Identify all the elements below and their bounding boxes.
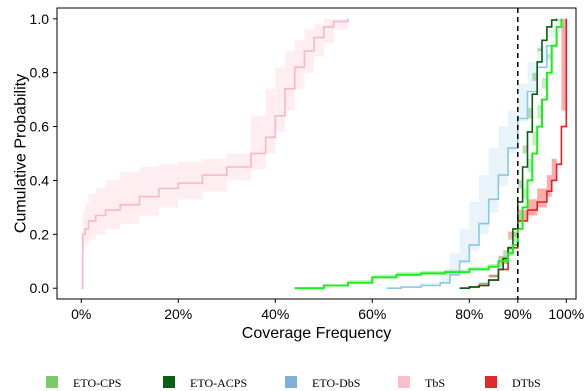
x-axis-label: Coverage Frequency [242, 325, 391, 342]
legend-label-dtbs: DTbS [512, 376, 541, 390]
x-tick-label: 0% [71, 306, 91, 322]
legend-label-eto-dbs: ETO-DbS [312, 376, 360, 390]
y-tick-label: 0.4 [30, 172, 50, 188]
band-eto-dbs [386, 18, 567, 289]
band-tbs [81, 18, 349, 289]
legend-swatch-eto-cps [46, 376, 58, 388]
y-tick-label: 1.0 [30, 11, 50, 27]
legend: ETO-CPS ETO-ACPS ETO-DbS TbS DTbS [46, 376, 541, 390]
x-axis-ticks: 0% 20% 40% 60% 80% 90% 100% [71, 299, 584, 322]
confidence-bands [81, 18, 567, 289]
line-tbs [81, 18, 349, 289]
legend-swatch-eto-acps [163, 376, 175, 388]
legend-label-tbs: TbS [425, 376, 445, 390]
x-tick-label: 90% [504, 306, 532, 322]
y-tick-label: 0.6 [30, 119, 50, 135]
legend-label-eto-cps: ETO-CPS [73, 376, 121, 390]
legend-swatch-tbs [398, 376, 410, 388]
x-tick-label: 40% [261, 306, 289, 322]
x-tick-label: 80% [455, 306, 483, 322]
x-tick-label: 20% [164, 306, 192, 322]
x-tick-label: 60% [358, 306, 386, 322]
plot-frame [56, 7, 577, 300]
band-eto-cps [294, 18, 562, 289]
line-eto-dbs [386, 18, 568, 289]
legend-label-eto-acps: ETO-ACPS [190, 376, 247, 390]
line-eto-cps [294, 18, 563, 290]
y-tick-label: 0.0 [30, 280, 50, 296]
legend-swatch-dtbs [485, 376, 497, 388]
y-axis-label: Cumulative Probability [13, 74, 30, 233]
y-tick-label: 0.2 [30, 226, 50, 242]
y-tick-label: 0.8 [30, 65, 50, 81]
y-axis-ticks: 0.0 0.2 0.4 0.6 0.8 1.0 [30, 11, 57, 296]
series-lines [81, 18, 568, 290]
x-tick-label: 100% [548, 306, 584, 322]
legend-swatch-eto-dbs [285, 376, 297, 388]
